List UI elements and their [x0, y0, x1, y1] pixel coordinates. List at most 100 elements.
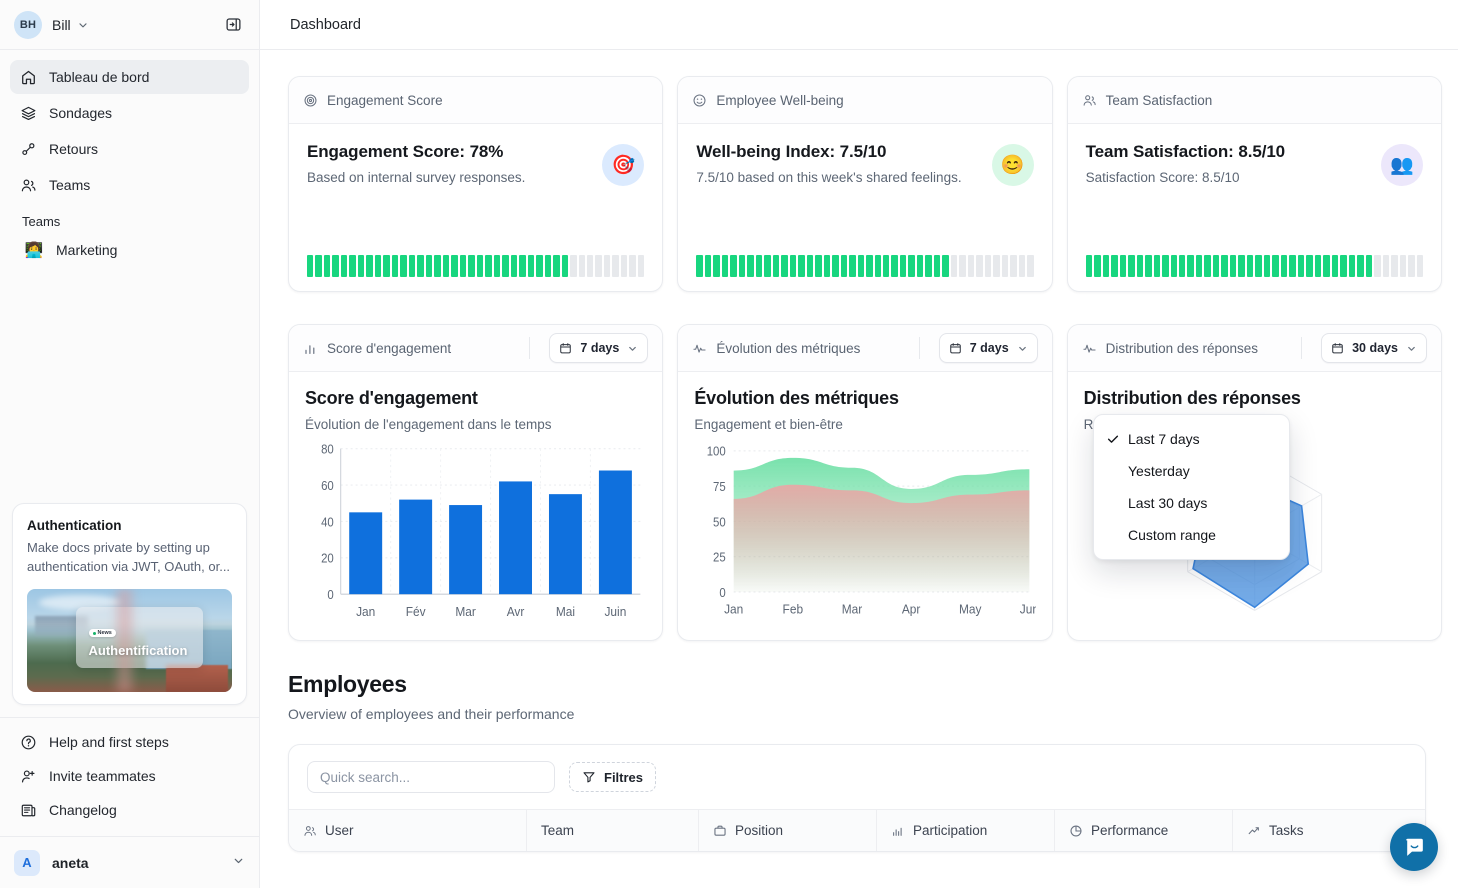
date-range-picker[interactable]: 7 days [938, 333, 1038, 363]
promo-wrapper: Authentication Make docs private by sett… [0, 503, 259, 717]
svg-text:75: 75 [713, 480, 726, 495]
progress-segment [553, 255, 560, 277]
progress-segment [755, 255, 763, 277]
employees-title: Employees [288, 671, 407, 697]
sidebar-team-marketing[interactable]: 👩‍💻 Marketing [14, 233, 249, 267]
progress-segment [823, 255, 831, 277]
card-header-label: Score d'engagement [327, 340, 452, 356]
dropdown-item-last-30-days[interactable]: Last 30 days [1094, 487, 1289, 519]
progress-segment [1357, 255, 1364, 277]
employees-table-header: User Team Position [289, 809, 1425, 851]
progress-segment [866, 255, 873, 277]
column-header-performance[interactable]: Performance [1055, 810, 1233, 851]
column-header-user[interactable]: User [289, 810, 527, 851]
date-range-dropdown-menu[interactable]: Last 7 days Yesterday Last 30 days Custo… [1093, 414, 1290, 560]
progress-segment [1365, 255, 1373, 277]
progress-segment [747, 255, 754, 277]
progress-segment [544, 255, 552, 277]
sidebar-item-sondages[interactable]: Sondages [10, 96, 249, 130]
dropdown-item-custom-range[interactable]: Custom range [1094, 519, 1289, 551]
progress-segment [459, 255, 467, 277]
progress-segment [442, 255, 450, 277]
promo-title: Authentication [27, 518, 122, 534]
progress-segment [519, 255, 526, 277]
column-header-team[interactable]: Team [527, 810, 699, 851]
column-header-tasks[interactable]: Tasks [1233, 810, 1425, 851]
progress-segment [764, 255, 771, 277]
progress-segment [1382, 255, 1390, 277]
target-emoji-icon: 🎯 [602, 144, 645, 186]
promo-news-badge: News [88, 629, 116, 638]
sidebar-item-invite[interactable]: Invite teammates [10, 760, 249, 792]
progress-segment [849, 255, 856, 277]
avatar: A [14, 849, 40, 876]
promo-card[interactable]: Authentication Make docs private by sett… [12, 503, 247, 705]
progress-segment [1221, 255, 1228, 277]
sidebar-item-teams[interactable]: Teams [10, 168, 249, 202]
column-header-label: Position [735, 823, 784, 838]
progress-segment [620, 255, 628, 277]
progress-segment [704, 255, 712, 277]
column-header-position[interactable]: Position [699, 810, 877, 851]
sidebar-item-retours[interactable]: Retours [10, 132, 249, 166]
promo-image-caption: Authentification [88, 642, 188, 658]
svg-text:Jan: Jan [724, 602, 743, 617]
card-header-label: Évolution des métriques [716, 340, 861, 356]
sidebar-nav: Tableau de bord Sondages Retours Teams T… [0, 50, 259, 267]
progress-segment [612, 255, 619, 277]
progress-segment [721, 255, 729, 277]
svg-text:Mar: Mar [842, 602, 862, 617]
column-header-participation[interactable]: Participation [877, 810, 1055, 851]
intercom-launcher-button[interactable] [1390, 823, 1438, 871]
chevron-down-icon [627, 343, 638, 354]
progress-segment [1263, 255, 1271, 277]
svg-text:Fév: Fév [406, 604, 427, 619]
card-header: Team Satisfaction [1067, 77, 1441, 124]
progress-segment [1306, 255, 1313, 277]
card-header: Score d'engagement 7 days [289, 325, 663, 372]
progress-segment [561, 255, 569, 277]
kpi-subtitle: 7.5/10 based on this week's shared feeli… [696, 170, 962, 185]
sidebar-user-menu[interactable]: A aneta [0, 836, 259, 888]
bar-chart-icon [891, 824, 905, 838]
date-range-picker[interactable]: 30 days [1321, 333, 1427, 363]
dropdown-item-last-7-days[interactable]: Last 7 days [1094, 423, 1289, 455]
sidebar-item-changelog[interactable]: Changelog [10, 794, 249, 826]
svg-text:Jan: Jan [356, 604, 375, 619]
svg-text:40: 40 [321, 515, 334, 530]
sidebar-item-tableau-de-bord[interactable]: Tableau de bord [10, 60, 249, 94]
progress-segment [1001, 255, 1009, 277]
date-range-picker[interactable]: 7 days [549, 333, 649, 363]
bar-chart-icon [303, 341, 318, 356]
progress-segment [738, 255, 746, 277]
question-circle-icon [20, 734, 37, 751]
panel-collapse-icon[interactable] [219, 11, 247, 39]
search-input[interactable] [307, 761, 555, 793]
progress-segment [933, 255, 941, 277]
column-header-label: Tasks [1269, 823, 1304, 838]
workspace-switcher[interactable]: BH Bill [0, 0, 259, 50]
dropdown-item-yesterday[interactable]: Yesterday [1094, 455, 1289, 487]
sidebar-item-help[interactable]: Help and first steps [10, 726, 249, 758]
progress-segment [1102, 255, 1110, 277]
progress-segment [1145, 255, 1152, 277]
date-range-label: 30 days [1352, 341, 1398, 355]
column-header-label: User [325, 823, 354, 838]
progress-segment [391, 255, 399, 277]
progress-segment [1255, 255, 1262, 277]
progress-segment [1416, 255, 1424, 277]
progress-segment [967, 255, 975, 277]
progress-segment [713, 255, 720, 277]
calendar-icon [1331, 342, 1344, 355]
area-series [734, 484, 1030, 592]
progress-segment [1289, 255, 1296, 277]
promo-image: News Authentification [27, 589, 232, 692]
progress-segment [451, 255, 458, 277]
workspace-avatar: BH [14, 10, 42, 39]
progress-segment [1027, 255, 1034, 277]
progress-segment [925, 255, 932, 277]
topbar: Dashboard [260, 0, 1458, 50]
progress-segment [840, 255, 848, 277]
layers-icon [20, 105, 37, 122]
filters-button[interactable]: Filtres [569, 762, 657, 792]
